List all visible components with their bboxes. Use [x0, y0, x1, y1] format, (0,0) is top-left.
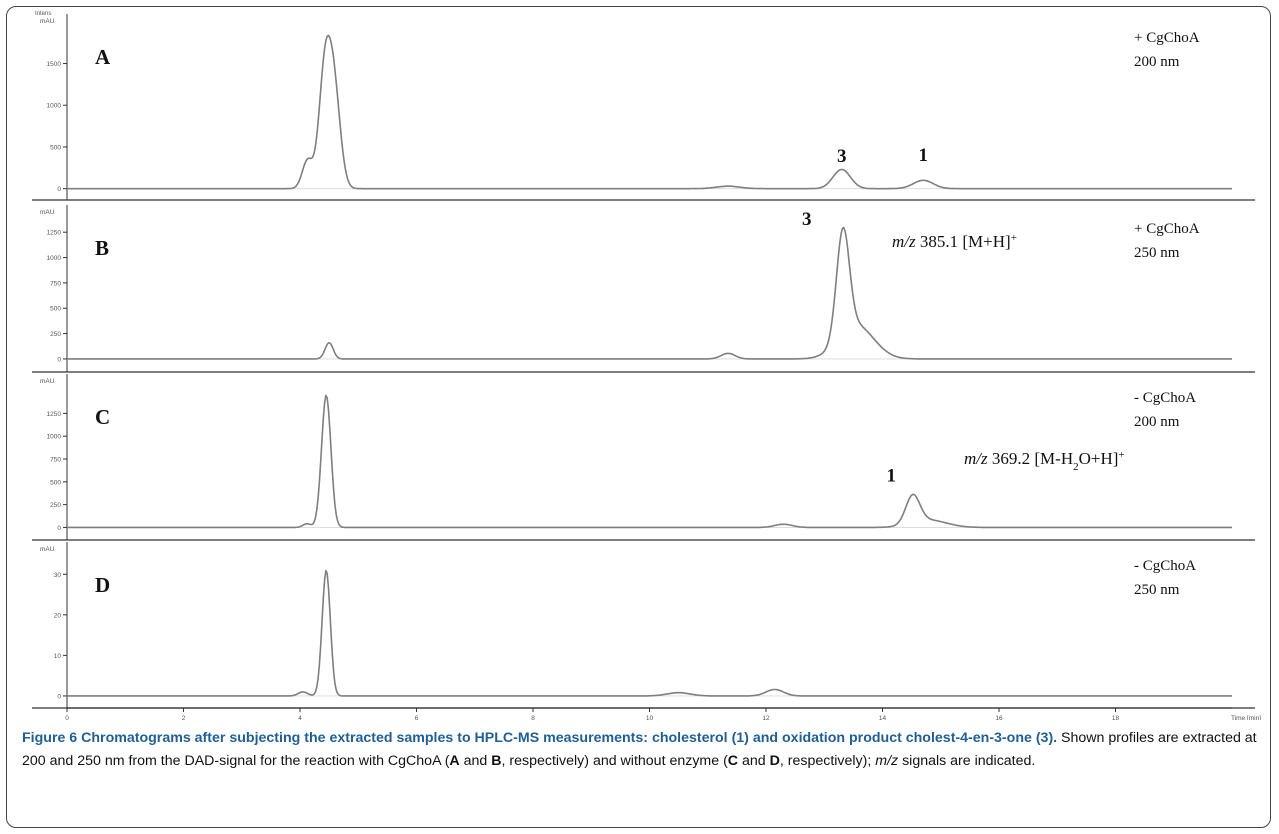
chromatogram-panel-d: mAU 0 10 20 30 D - CgChoA 250 nm	[32, 542, 1255, 709]
condition-label: + CgChoA	[1134, 30, 1200, 46]
chromatogram-trace	[67, 34, 1232, 190]
caption-text-4: and	[738, 753, 770, 769]
caption-bold-a: A	[449, 753, 460, 769]
y-tick-label: 20	[54, 612, 62, 619]
mz-annotation: m/z 369.2 [M-H2O+H]+	[964, 449, 1125, 473]
y-tick-label: 1250	[47, 411, 62, 418]
y-tick-label: 750	[50, 457, 61, 464]
y-tick-label: 10	[54, 653, 62, 660]
y-tick-label: 1000	[47, 434, 62, 441]
figure-caption: Figure 6 Chromatograms after subjecting …	[22, 727, 1262, 773]
y-tick-label: 30	[54, 572, 62, 579]
x-tick-label: 8	[531, 715, 535, 720]
peak-number-label: 1	[886, 465, 896, 486]
y-tick-label: 250	[50, 502, 61, 509]
caption-bold-d: D	[769, 753, 780, 769]
caption-text-6: signals are indicated.	[898, 753, 1036, 769]
peak-number-label: 3	[802, 209, 812, 230]
y-unit-top-label: Intens	[35, 11, 51, 17]
figure-label: Figure 6	[22, 730, 78, 746]
caption-text-2: and	[459, 753, 492, 769]
x-tick-label: 10	[646, 715, 654, 720]
condition-label: - CgChoA	[1134, 390, 1196, 406]
y-tick-label: 1000	[47, 103, 62, 110]
caption-text-5: , respectively);	[779, 753, 876, 769]
panel-label: A	[95, 45, 111, 69]
y-tick-label: 0	[57, 356, 61, 363]
panel-label: B	[95, 236, 109, 260]
x-axis: 0 2 4 6 8 10 12 14 16 18 Time [min]	[65, 707, 1261, 720]
peak-number-label: 3	[837, 146, 847, 167]
caption-text-1: Shown profiles are extracted at 200 and …	[22, 730, 1257, 769]
y-unit-label: mAU	[40, 209, 55, 216]
chromatogram-panel-b: mAU 0 250 500 750 1000 1250 B + CgChoA 250 nm 3 m/z…	[32, 205, 1255, 373]
panel-label: D	[95, 573, 110, 597]
figure-title: Chromatograms after subjecting the extra…	[81, 730, 1058, 746]
y-tick-label: 1000	[47, 255, 62, 262]
y-tick-label: 0	[57, 693, 61, 700]
x-axis-title: Time [min]	[1231, 715, 1261, 720]
y-tick-label: 250	[50, 331, 61, 338]
x-tick-label: 18	[1112, 715, 1120, 720]
caption-mz: m/z	[875, 753, 899, 769]
x-tick-label: 12	[762, 715, 770, 720]
mz-annotation: m/z 385.1 [M+H]+	[892, 232, 1017, 251]
condition-label: - CgChoA	[1134, 558, 1196, 574]
wavelength-label: 200 nm	[1134, 54, 1180, 70]
condition-label: + CgChoA	[1134, 221, 1200, 237]
chromatogram-trace	[67, 226, 1232, 360]
caption-text-3: , respectively) and without enzyme (	[501, 753, 728, 769]
wavelength-label: 250 nm	[1134, 245, 1180, 261]
y-tick-label: 0	[57, 525, 61, 532]
x-tick-label: 14	[879, 715, 887, 720]
wavelength-label: 200 nm	[1134, 414, 1180, 430]
y-tick-label: 500	[50, 144, 61, 151]
x-tick-label: 6	[415, 715, 419, 720]
wavelength-label: 250 nm	[1134, 582, 1180, 598]
panel-label: C	[95, 405, 110, 429]
peak-number-label: 1	[919, 145, 929, 166]
y-unit-label: mAU	[40, 378, 55, 385]
caption-bold-c: C	[727, 753, 739, 769]
chromatogram-trace	[67, 569, 1232, 697]
y-unit-label: mAU	[40, 546, 55, 553]
chromatogram-panel-c: mAU 0 250 500 750 1000 1250 C - CgChoA 200 nm 1 m/z…	[32, 374, 1255, 541]
figure-frame	[6, 6, 1271, 828]
x-tick-label: 2	[182, 715, 186, 720]
y-tick-label: 500	[50, 479, 61, 486]
x-tick-label: 4	[298, 715, 302, 720]
x-tick-label: 16	[995, 715, 1003, 720]
x-tick-label: 0	[65, 715, 69, 720]
y-tick-label: 750	[50, 280, 61, 287]
caption-bold-b: B	[491, 753, 502, 769]
y-unit-label: mAU	[40, 18, 55, 25]
y-tick-label: 500	[50, 306, 61, 313]
y-tick-label: 1250	[47, 230, 62, 237]
y-tick-label: 1500	[47, 61, 62, 68]
chromatogram-trace	[67, 394, 1232, 529]
y-tick-label: 0	[57, 186, 61, 193]
